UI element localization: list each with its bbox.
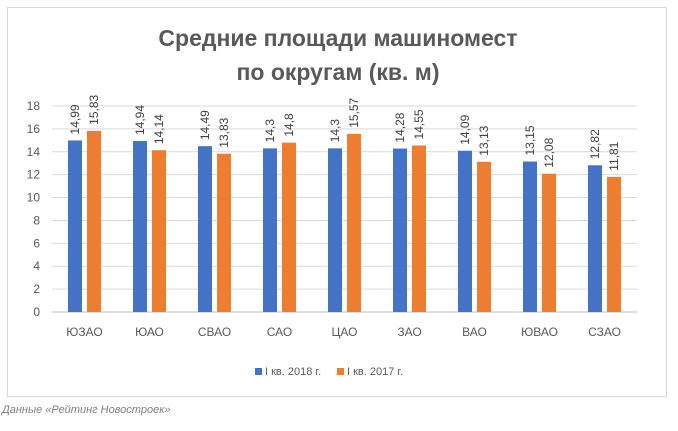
bar (282, 142, 296, 312)
legend-label: I кв. 2018 г. (265, 366, 321, 378)
bar (198, 146, 212, 312)
x-tick-label: ЮЗАО (66, 325, 102, 339)
bar (87, 130, 101, 312)
y-tick-label: 0 (33, 305, 40, 319)
y-tick-label: 4 (33, 259, 40, 273)
data-label: 11,81 (607, 141, 621, 170)
bar (542, 173, 556, 312)
x-tick-label: ЮВАО (521, 325, 558, 339)
source-caption: Данные «Рейтинг Новостроек» (2, 404, 171, 416)
legend-label: I кв. 2017 г. (347, 366, 403, 378)
y-tick-label: 14 (27, 145, 41, 159)
data-label: 14,14 (152, 114, 166, 144)
y-tick-label: 16 (27, 122, 41, 136)
data-label: 12,82 (588, 129, 602, 159)
bar (588, 165, 602, 312)
bar (217, 153, 231, 312)
bar (263, 148, 277, 312)
bar (68, 140, 82, 312)
data-label: 12,08 (542, 137, 556, 167)
bar (133, 141, 147, 312)
x-tick-label: ЦАО (332, 325, 358, 339)
data-label: 15,57 (347, 97, 361, 127)
x-tick-label: ВАО (462, 325, 487, 339)
data-label: 14,3 (328, 119, 342, 143)
bar (152, 150, 166, 312)
chart-title-line2: по округам (кв. м) (237, 59, 440, 85)
data-label: 14,28 (393, 112, 407, 142)
bar (477, 161, 491, 312)
chart-frame (7, 7, 667, 397)
bar (523, 161, 537, 312)
x-tick-label: ЮАО (135, 325, 164, 339)
chart-title-line1: Средние площади машиномест (158, 25, 517, 51)
data-label: 14,55 (412, 109, 426, 139)
data-label: 14,3 (263, 119, 277, 143)
y-tick-label: 6 (33, 236, 40, 250)
data-label: 15,83 (87, 94, 101, 124)
data-label: 13,83 (217, 117, 231, 147)
y-tick-label: 8 (33, 213, 40, 227)
data-label: 14,09 (458, 114, 472, 144)
x-tick-label: ЗАО (397, 325, 421, 339)
y-tick-label: 18 (27, 99, 41, 113)
legend: I кв. 2018 г. I кв. 2017 г. (255, 366, 403, 378)
data-label: 13,13 (477, 125, 491, 155)
bar (412, 145, 426, 312)
bar (347, 133, 361, 312)
bar (607, 176, 621, 312)
y-tick-label: 2 (33, 282, 40, 296)
data-label: 14,94 (133, 105, 147, 135)
legend-swatch (337, 368, 344, 375)
data-label: 14,99 (68, 104, 82, 134)
data-label: 14,8 (282, 113, 296, 137)
y-tick-label: 12 (27, 168, 41, 182)
x-tick-label: САО (267, 325, 292, 339)
legend-swatch (255, 368, 262, 375)
data-label: 14,49 (198, 110, 212, 140)
bar (458, 150, 472, 312)
x-tick-label: СЗАО (588, 325, 621, 339)
bar (328, 148, 342, 312)
data-label: 13,15 (523, 125, 537, 155)
y-tick-label: 10 (27, 191, 41, 205)
x-tick-label: СВАО (198, 325, 231, 339)
bar (393, 148, 407, 312)
